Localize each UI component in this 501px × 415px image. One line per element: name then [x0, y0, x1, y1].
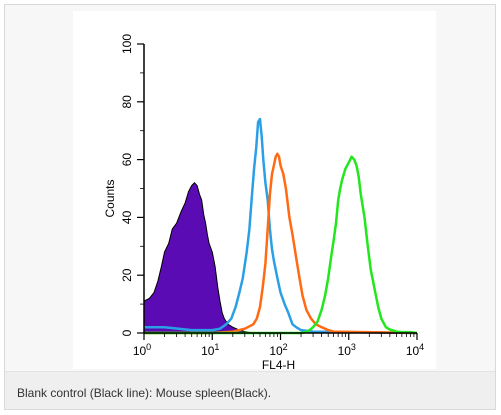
plot-panel: 100 101 102 103 104 0 20 40 60 80 100 FL4-H Counts	[73, 11, 436, 372]
histogram-series-2-line	[144, 117, 418, 335]
x-tick-label: 100	[133, 342, 151, 358]
histogram-series-3-line	[144, 152, 418, 335]
histogram-series-4-line	[144, 155, 418, 335]
figure-card: 100 101 102 103 104 0 20 40 60 80 100 FL4-H Counts B…	[4, 4, 496, 410]
x-tick-label: 104	[406, 342, 424, 358]
y-tick-label: 100	[120, 34, 134, 54]
y-axis-title: Counts	[103, 179, 117, 217]
x-tick-label: 103	[338, 342, 356, 358]
y-tick-label: 60	[120, 153, 134, 167]
flow-cytometry-histogram: 100 101 102 103 104 0 20 40 60 80 100 FL4-H Counts	[103, 34, 424, 372]
y-tick-label: 40	[120, 210, 134, 224]
y-tick-label: 20	[120, 268, 134, 282]
histogram-series-1-fill	[143, 181, 254, 334]
x-tick-label: 101	[201, 342, 219, 358]
y-tick-label: 0	[120, 329, 134, 336]
y-tick-label: 80	[120, 95, 134, 109]
caption-bar: Blank control (Black line): Mouse spleen…	[5, 371, 495, 409]
figure-caption: Blank control (Black line): Mouse spleen…	[17, 386, 272, 400]
x-tick-label: 102	[269, 342, 287, 358]
x-axis-title: FL4-H	[262, 358, 295, 369]
